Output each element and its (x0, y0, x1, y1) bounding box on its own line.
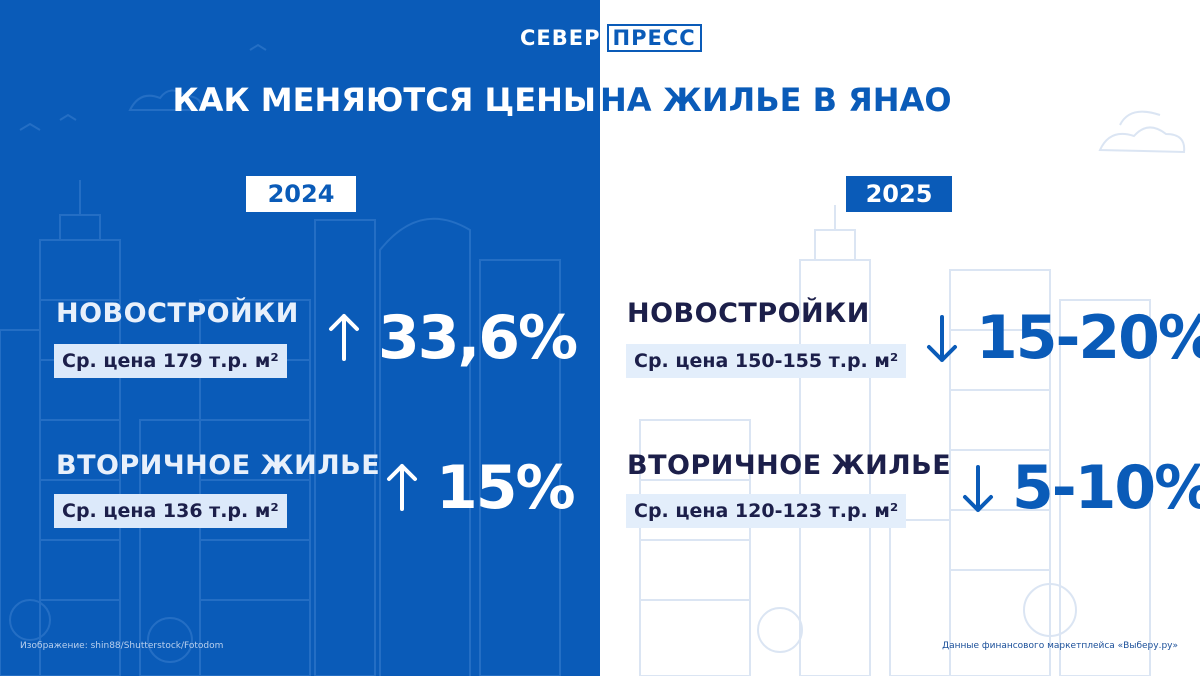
page-title: КАК МЕНЯЮТСЯ ЦЕНЫ НА ЖИЛЬЕ В ЯНАО (0, 80, 1200, 120)
price-secondary-housing-2025: Ср. цена 120-123 т.р. м² (626, 494, 907, 528)
change-secondary-housing-2025: 5-10% (1012, 453, 1200, 523)
category-new-buildings-2025: НОВОСТРОЙКИ (627, 298, 870, 329)
category-new-buildings-2024: НОВОСТРОЙКИ (56, 298, 299, 329)
category-secondary-housing-2024: ВТОРИЧНОЕ ЖИЛЬЕ (56, 450, 381, 481)
year-label-2024: 2024 (246, 176, 356, 212)
logo-part-press: ПРЕСС (606, 24, 702, 52)
logo-sever-press: СЕВЕР ПРЕСС (520, 24, 702, 52)
data-source-credit: Данные финансового маркетплейса «Выберу.… (942, 641, 1178, 651)
change-secondary-housing-2024: 15% (436, 453, 576, 523)
arrow-down-icon (963, 465, 993, 512)
page-title-right: НА ЖИЛЬЕ В ЯНАО (600, 81, 952, 119)
page-title-left: КАК МЕНЯЮТСЯ ЦЕНЫ (172, 81, 596, 119)
change-new-buildings-2025: 15-20% (976, 303, 1200, 373)
category-secondary-housing-2025: ВТОРИЧНОЕ ЖИЛЬЕ (627, 450, 952, 481)
logo-part-sever: СЕВЕР (520, 26, 601, 50)
image-credit: Изображение: shin88/Shutterstock/Fotodom (20, 641, 224, 651)
right-panel-2025 (600, 0, 1200, 676)
arrow-up-icon (387, 464, 417, 511)
arrow-down-icon (927, 315, 957, 362)
year-label-2025: 2025 (846, 176, 952, 212)
arrow-up-icon (329, 314, 359, 361)
price-new-buildings-2025: Ср. цена 150-155 т.р. м² (626, 344, 907, 378)
change-new-buildings-2024: 33,6% (378, 303, 578, 373)
city-skyline-illustration-right (639, 110, 1186, 676)
price-secondary-housing-2024: Ср. цена 136 т.р. м² (54, 494, 287, 528)
price-new-buildings-2024: Ср. цена 179 т.р. м² (54, 344, 287, 378)
